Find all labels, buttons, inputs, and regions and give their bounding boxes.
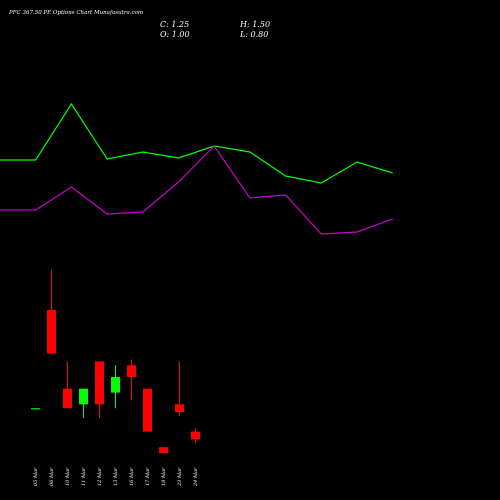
- x-tick-label: 16 Mar: [129, 467, 135, 486]
- high-value: H: 1.50: [240, 20, 271, 29]
- candle-body: [31, 408, 40, 410]
- candle-body: [63, 388, 72, 409]
- open-value: O: 1.00: [160, 30, 190, 39]
- candle-body: [175, 404, 184, 413]
- candle-body: [143, 388, 152, 432]
- candle-body: [159, 447, 168, 454]
- close-value: C: 1.25: [160, 20, 190, 29]
- x-tick-label: 11 Mar: [81, 467, 87, 486]
- candle-body: [111, 377, 120, 393]
- candle-body: [47, 309, 56, 354]
- x-tick-label: 24 Mar: [193, 467, 199, 487]
- candle-body: [191, 431, 200, 440]
- candle-body: [79, 388, 88, 405]
- x-tick-label: 12 Mar: [97, 467, 103, 486]
- x-tick-label: 13 Mar: [113, 467, 119, 486]
- x-tick-label: 18 Mar: [161, 467, 167, 486]
- x-tick-label: 23 Mar: [177, 467, 183, 487]
- x-tick-label: 06 Mar: [49, 467, 55, 486]
- x-tick-label: 05 Mar: [33, 467, 39, 486]
- candle-body: [95, 361, 104, 405]
- candle-body: [127, 365, 136, 377]
- line-series-1: [0, 102, 393, 184]
- line-series-2: [0, 145, 393, 235]
- x-tick-label: 10 Mar: [65, 467, 71, 486]
- x-tick-label: 17 Mar: [145, 467, 151, 486]
- low-value: L: 0.80: [240, 30, 269, 39]
- chart-title: PFC 367.50 PE Options Chart Munafasutra.…: [9, 10, 144, 16]
